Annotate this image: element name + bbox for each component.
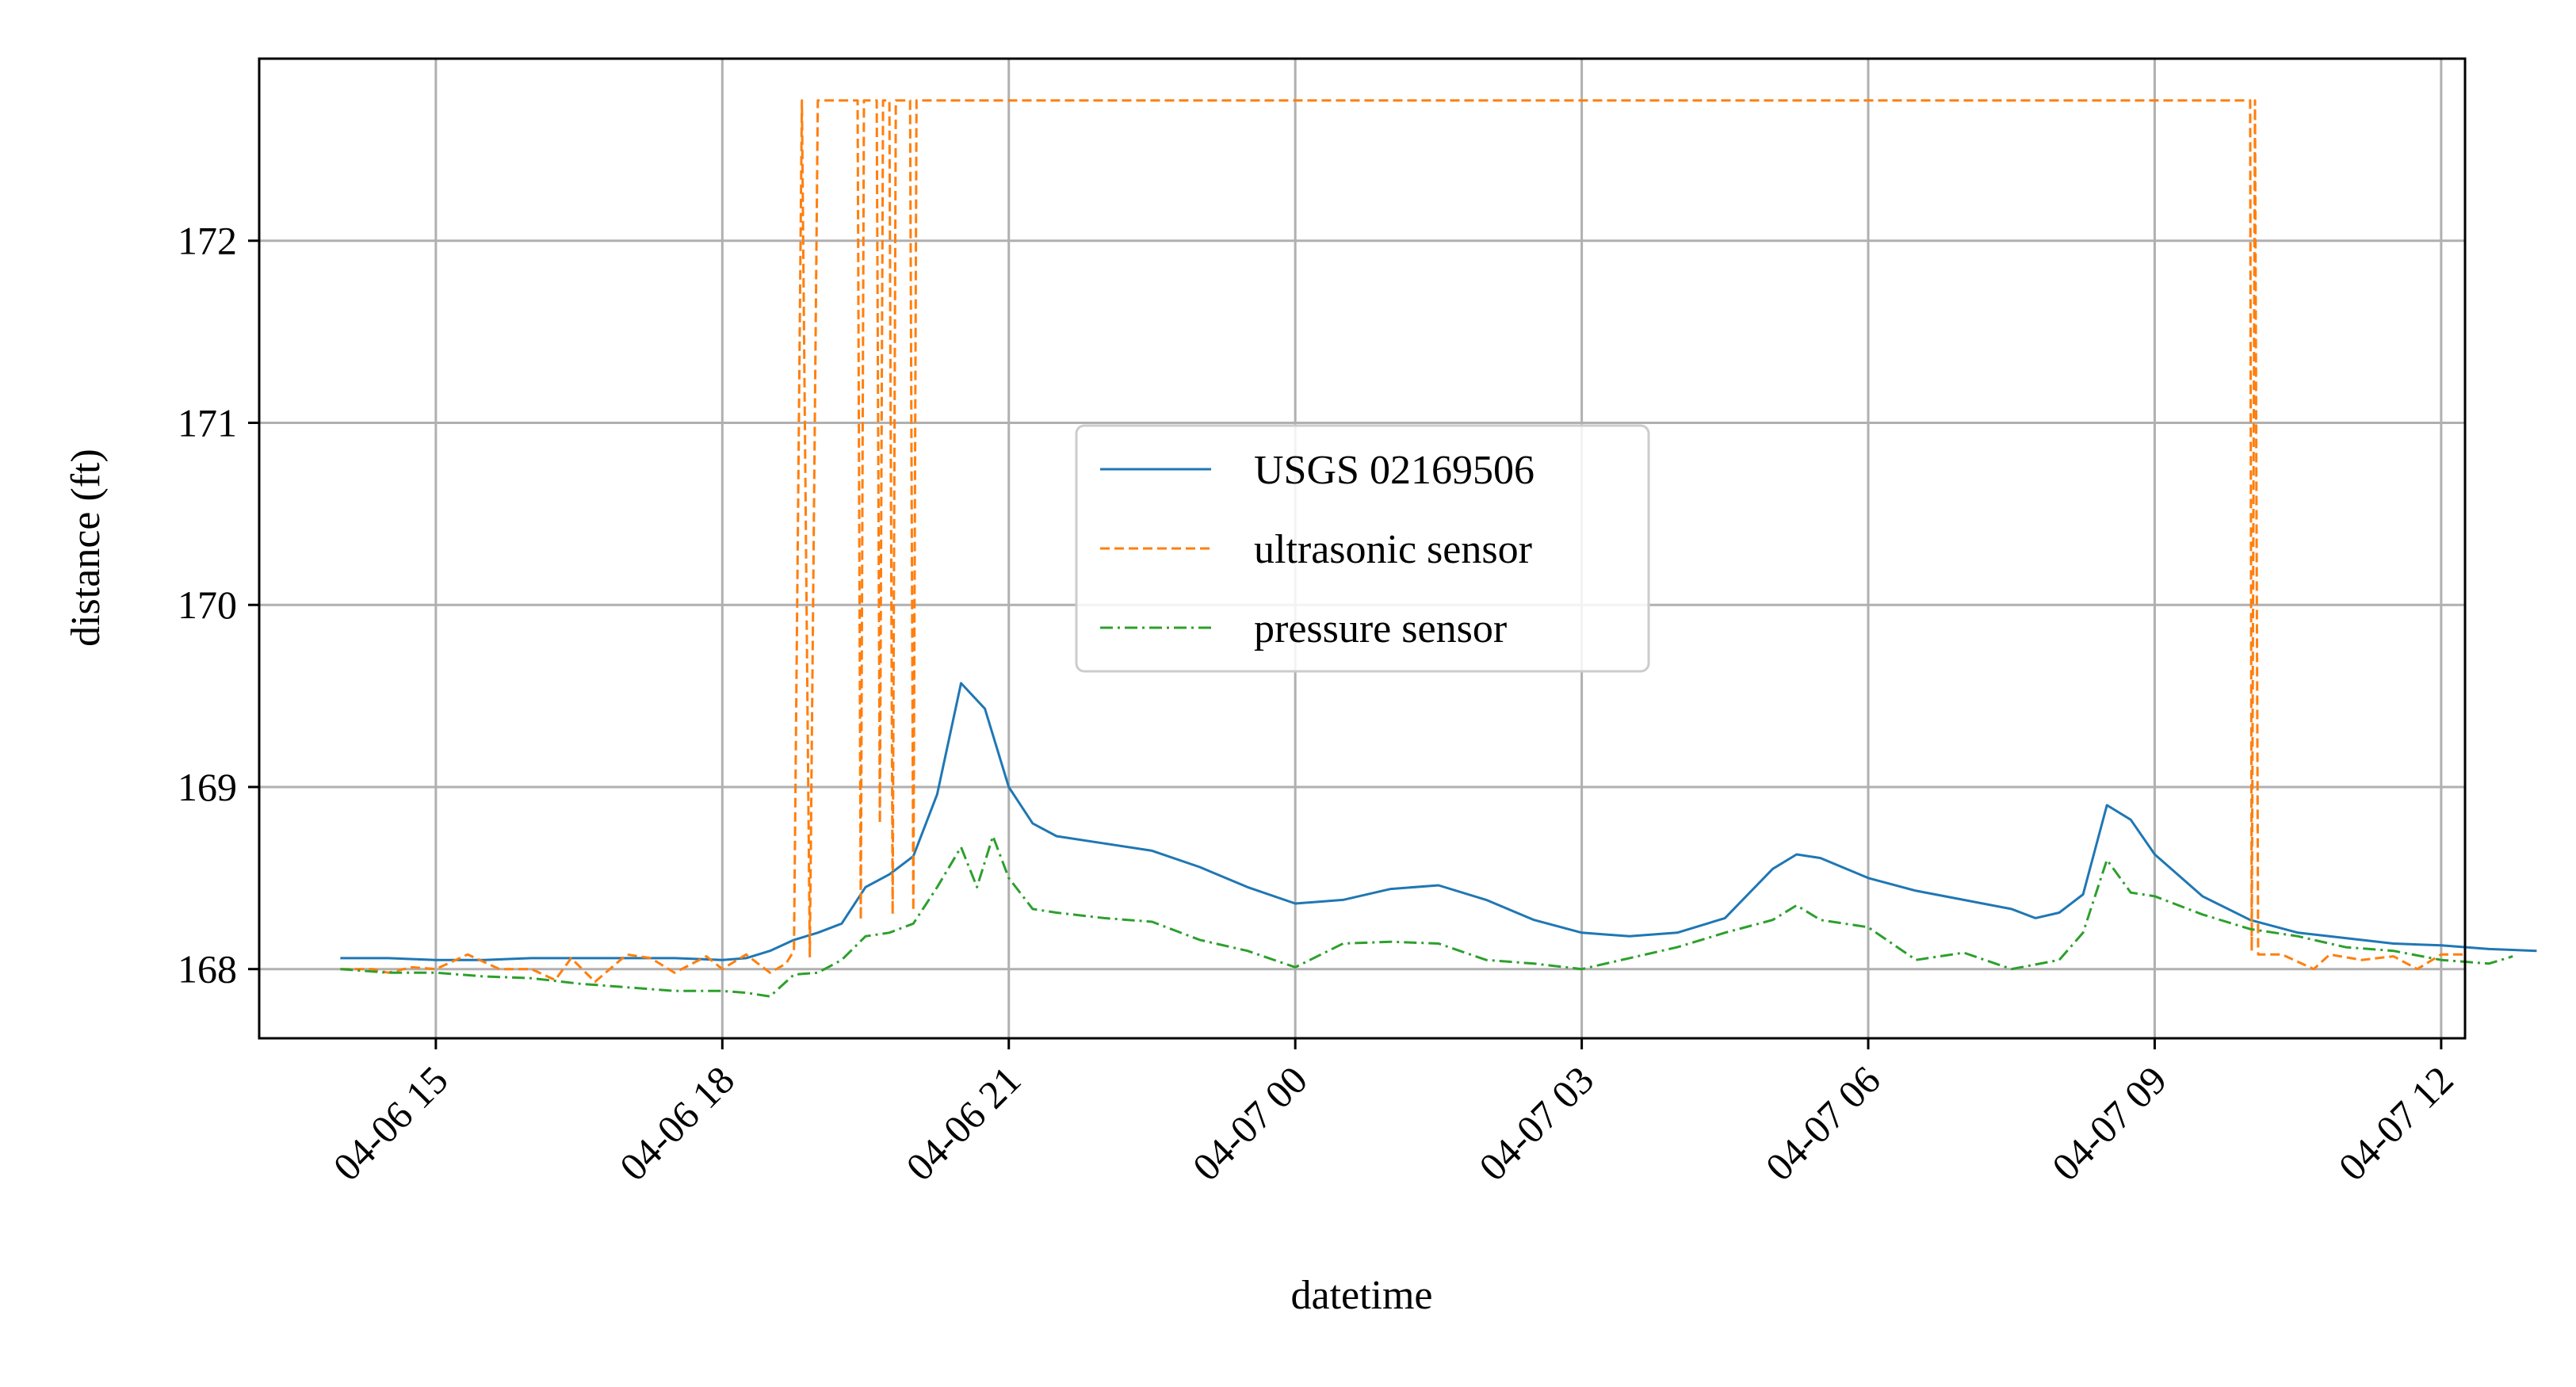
y-tick-label: 168 [178, 947, 237, 992]
plot-frame [258, 57, 2467, 1040]
series-line-pressure-sensor [340, 835, 2513, 998]
y-tick-label: 170 [178, 583, 237, 627]
x-axis-label: datetime [1290, 1273, 1432, 1318]
series-line-usgs-02169506 [340, 682, 2537, 961]
y-axis-label: distance (ft) [63, 449, 109, 647]
legend-label-ultrasonic-sensor: ultrasonic sensor [1254, 527, 1532, 572]
y-axis: 168 169 170 171 172 [178, 219, 259, 992]
y-tick-label: 169 [178, 765, 237, 809]
series-lines [340, 99, 2537, 998]
y-tick-label: 171 [178, 400, 237, 445]
legend-label-usgs-02169506: USGS 02169506 [1254, 448, 1535, 493]
y-tick-label: 172 [178, 219, 237, 263]
legend: USGS 02169506 ultrasonic sensor pressure s… [1075, 424, 1650, 673]
grid-lines [259, 59, 2465, 1038]
series-line-ultrasonic-sensor [340, 99, 2465, 984]
legend-box [1075, 424, 1650, 673]
legend-label-pressure-sensor: pressure sensor [1254, 606, 1507, 651]
